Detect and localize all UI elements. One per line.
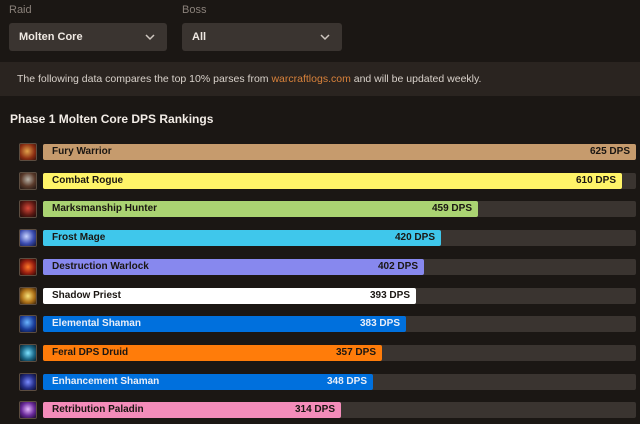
dps-value: 402 DPS (377, 261, 418, 272)
filters: Raid Molten Core Boss All (9, 0, 640, 60)
dps-value: 314 DPS (294, 404, 335, 415)
dps-bar (43, 345, 382, 361)
warcraftlogs-link[interactable]: warcraftlogs.com (271, 73, 351, 85)
boss-filter-label: Boss (182, 4, 207, 16)
info-text-before: The following data compares the top 10% … (17, 73, 272, 85)
dps-bar (43, 144, 636, 160)
ranking-row: Fury Warrior 625 DPS (0, 138, 640, 166)
page-title: Phase 1 Molten Core DPS Rankings (10, 112, 214, 126)
chevron-down-icon (318, 30, 332, 44)
dps-value: 625 DPS (589, 146, 630, 157)
enhancement-shaman-icon (19, 373, 37, 391)
destruction-warlock-icon (19, 258, 37, 276)
dps-value: 459 DPS (431, 203, 472, 214)
frost-mage-icon (19, 229, 37, 247)
info-text-after: and will be updated weekly. (350, 73, 482, 85)
spec-name: Retribution Paladin (52, 404, 144, 415)
info-banner: The following data compares the top 10% … (0, 62, 640, 96)
dps-bar (43, 374, 373, 390)
raid-select-value: Molten Core (19, 31, 83, 43)
dps-value: 348 DPS (326, 376, 367, 387)
spec-name: Marksmanship Hunter (52, 203, 158, 214)
dps-bar (43, 316, 406, 332)
ranking-row: Marksmanship Hunter 459 DPS (0, 195, 640, 223)
spec-name: Destruction Warlock (52, 261, 149, 272)
spec-name: Frost Mage (52, 232, 106, 243)
ranking-row: Combat Rogue 610 DPS (0, 167, 640, 195)
dps-bar (43, 259, 424, 275)
dps-bar (43, 288, 416, 304)
ranking-row: Destruction Warlock 402 DPS (0, 253, 640, 281)
spec-name: Enhancement Shaman (52, 376, 160, 387)
marksmanship-hunter-icon (19, 200, 37, 218)
spec-name: Combat Rogue (52, 175, 124, 186)
raid-filter-label: Raid (9, 4, 32, 16)
ranking-row: Enhancement Shaman 348 DPS (0, 368, 640, 396)
spec-name: Fury Warrior (52, 146, 112, 157)
dps-bar (43, 173, 622, 189)
dps-value: 610 DPS (575, 175, 616, 186)
ranking-row: Elemental Shaman 383 DPS (0, 310, 640, 338)
raid-select[interactable]: Molten Core (9, 23, 167, 51)
ranking-row: Shadow Priest 393 DPS (0, 282, 640, 310)
shadow-priest-icon (19, 287, 37, 305)
boss-select[interactable]: All (182, 23, 342, 51)
ranking-row: Frost Mage 420 DPS (0, 224, 640, 252)
spec-name: Elemental Shaman (52, 318, 141, 329)
dps-value: 383 DPS (359, 318, 400, 329)
dps-value: 393 DPS (369, 290, 410, 301)
dps-value: 357 DPS (335, 347, 376, 358)
fury-warrior-icon (19, 143, 37, 161)
dps-bar (43, 230, 441, 246)
dps-bar (43, 201, 478, 217)
dps-value: 420 DPS (394, 232, 435, 243)
combat-rogue-icon (19, 172, 37, 190)
ranking-row: Feral DPS Druid 357 DPS (0, 339, 640, 367)
elemental-shaman-icon (19, 315, 37, 333)
chevron-down-icon (143, 30, 157, 44)
ranking-row: Retribution Paladin 314 DPS (0, 396, 640, 424)
feral-dps-druid-icon (19, 344, 37, 362)
spec-name: Feral DPS Druid (52, 347, 129, 358)
boss-select-value: All (192, 31, 207, 43)
dps-bar (43, 402, 341, 418)
retribution-paladin-icon (19, 401, 37, 419)
spec-name: Shadow Priest (52, 290, 121, 301)
